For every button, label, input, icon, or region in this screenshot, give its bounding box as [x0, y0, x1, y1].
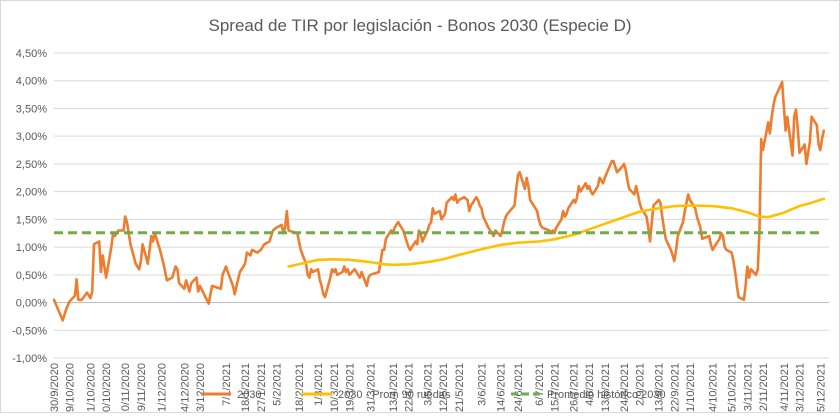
x-tick-label: 22/9/2021 [669, 363, 681, 412]
x-tick-label: 15/12/2021 [815, 363, 827, 412]
legend-label: Promedio histórico 2030 [547, 389, 666, 401]
x-tick-label: 3/11/2021 [742, 363, 754, 411]
x-tick-label: 10/3/2021 [329, 363, 341, 412]
x-tick-label: 24/6/2021 [513, 363, 525, 412]
y-tick-label: -0,50% [12, 325, 47, 337]
x-tick-label: 21/5/2021 [454, 363, 466, 412]
series-line [52, 80, 826, 322]
chart-title: Spread de TIR por legislación - Bonos 20… [208, 16, 631, 35]
y-tick-label: 2,50% [16, 159, 47, 171]
series-line [287, 197, 826, 268]
x-tick-label: 10/11/2020 [120, 363, 132, 412]
x-tick-label: 12/11/2021 [758, 363, 770, 412]
x-tick-label: 13/8/2021 [600, 363, 612, 412]
x-tick-label: 13/4/2021 [388, 363, 400, 412]
x-tick-label: 15/7/2021 [549, 363, 561, 412]
y-tick-label: 4,50% [16, 48, 47, 60]
x-tick-label: 5/2/2021 [271, 363, 283, 406]
x-tick-label: 1/10/2021 [685, 363, 697, 412]
x-tick-label: 3/5/2021 [423, 363, 435, 406]
x-tick-label: 24/11/2021 [779, 363, 791, 412]
x-tick-label: 1/3/2021 [313, 363, 325, 406]
x-tick-label: 6/7/2021 [534, 363, 546, 406]
legend-label: 2030 - Prom 90 ruedas [338, 389, 451, 401]
y-tick-label: 2,00% [16, 187, 47, 199]
x-tick-label: 19/11/2020 [136, 363, 148, 412]
x-tick-label: 12/5/2021 [438, 363, 450, 412]
x-tick-label: 14/10/2021 [708, 363, 720, 412]
x-tick-label: 21/10/2020 [85, 363, 97, 412]
x-tick-label: 18/1/2021 [240, 363, 252, 412]
x-tick-label: 27/1/2021 [256, 363, 268, 412]
x-tick-label: 3/6/2021 [476, 363, 488, 406]
x-tick-label: 26/7/2021 [569, 363, 581, 412]
y-tick-label: 3,50% [16, 103, 47, 115]
y-axis-ticks: -1,00% -0,50% 0,00% 0,50% 1,00% 1,50% 2,00% 2,5… [12, 48, 47, 365]
y-tick-label: 3,00% [16, 131, 47, 143]
legend: 2030 2030 - Prom 90 ruedas Promedio histór… [201, 389, 666, 401]
x-tick-label: 14/12/2020 [179, 363, 191, 412]
legend-label: 2030 [237, 389, 261, 401]
x-tick-label: 13/9/2021 [654, 363, 666, 412]
y-tick-label: 0,00% [16, 298, 47, 310]
y-tick-label: 1,50% [16, 214, 47, 226]
x-tick-label: 18/2/2021 [294, 363, 306, 412]
x-tick-label: 14/6/2021 [496, 363, 508, 412]
x-axis-ticks: 30/9/2020 9/10/2020 21/10/2020 30/10/2020 10… [49, 363, 827, 417]
x-tick-label: 4/8/2021 [584, 363, 596, 406]
x-tick-label: 30/9/2020 [49, 363, 61, 412]
x-tick-label: 2/9/2021 [635, 363, 647, 406]
y-tick-label: 0,50% [16, 270, 47, 282]
x-tick-label: 31/3/2021 [365, 363, 377, 412]
x-tick-label: 22/4/2021 [403, 363, 415, 412]
x-tick-label: 3/12/2021 [794, 363, 806, 412]
y-tick-label: 4,00% [16, 76, 47, 88]
x-tick-label: 7/1/2021 [221, 363, 233, 406]
x-tick-label: 25/10/2021 [727, 363, 739, 412]
y-tick-label: 1,00% [16, 242, 47, 254]
series-lines [52, 80, 826, 322]
x-tick-label: 9/10/2020 [65, 363, 77, 412]
x-tick-label: 30/10/2020 [101, 363, 113, 412]
x-tick-label: 24/8/2021 [619, 363, 631, 412]
x-tick-label: 1/12/2020 [157, 363, 169, 412]
y-tick-label: -1,00% [12, 353, 47, 365]
x-tick-label: 19/3/2021 [344, 363, 356, 412]
x-tick-label: 23/12/2020 [195, 363, 207, 412]
